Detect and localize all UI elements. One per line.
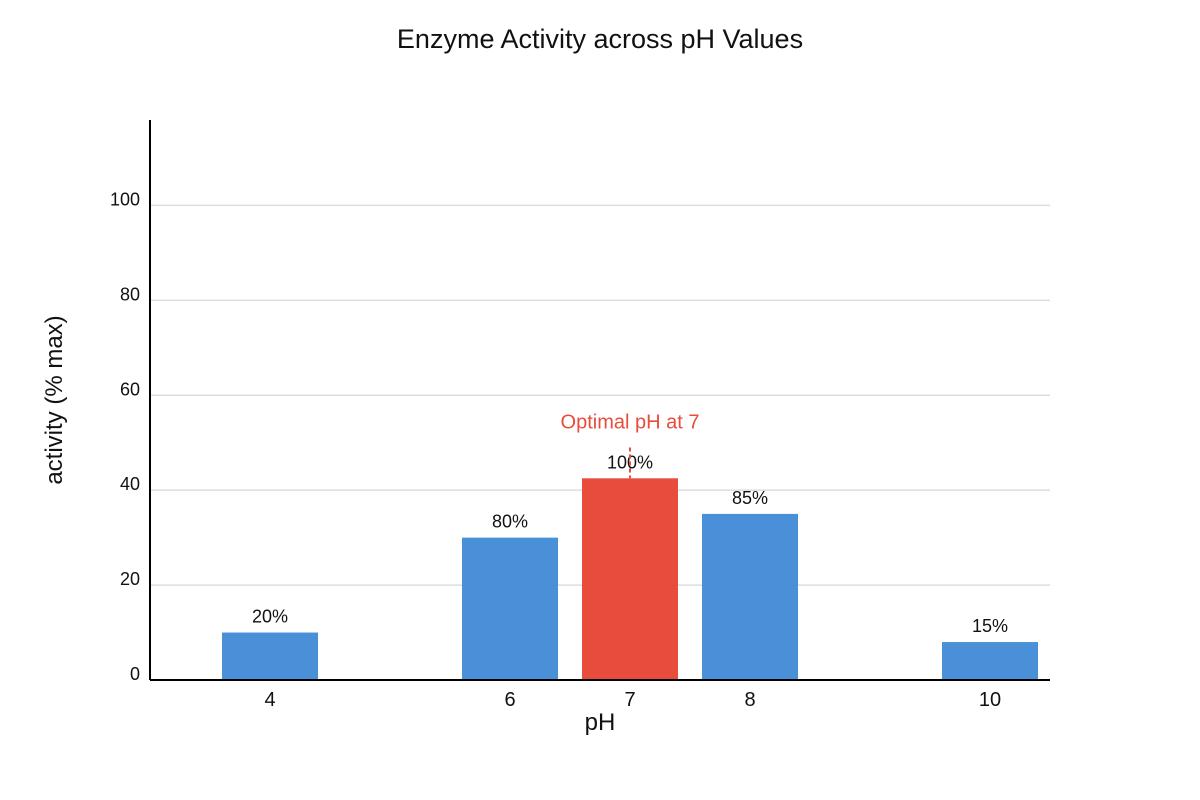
bar-ph-10 [942,642,1038,680]
y-tick-label-20: 20 [120,569,140,589]
label-layer: 02040608010020%480%6100%785%815%10Optima… [110,189,1008,711]
y-axis-label: activity (% max) [41,315,68,484]
x-tick-label-6: 6 [504,689,515,711]
data-label-ph-8: 85% [732,488,768,508]
y-tick-label-60: 60 [120,379,140,399]
annotation-text: Optimal pH at 7 [561,411,700,433]
y-tick-label-80: 80 [120,284,140,304]
bar-ph-8 [702,513,798,680]
x-tick-label-4: 4 [264,689,275,711]
y-tick-label-0: 0 [130,664,140,684]
x-tick-label-8: 8 [744,689,755,711]
bar-ph-6 [462,537,558,680]
y-tick-label-40: 40 [120,474,140,494]
y-tick-label-100: 100 [110,189,140,209]
x-tick-label-10: 10 [979,689,1001,711]
data-label-ph-6: 80% [492,512,528,532]
axis-layer [149,120,1050,681]
bar-ph-4 [222,632,318,680]
bar-layer [222,478,1038,680]
x-axis-label: pH [585,709,616,736]
x-tick-label-7: 7 [624,689,635,711]
chart-title: Enzyme Activity across pH Values [396,24,804,54]
data-label-ph-10: 15% [972,616,1008,636]
bar-ph-7 [582,478,678,680]
data-label-ph-4: 20% [252,607,288,627]
